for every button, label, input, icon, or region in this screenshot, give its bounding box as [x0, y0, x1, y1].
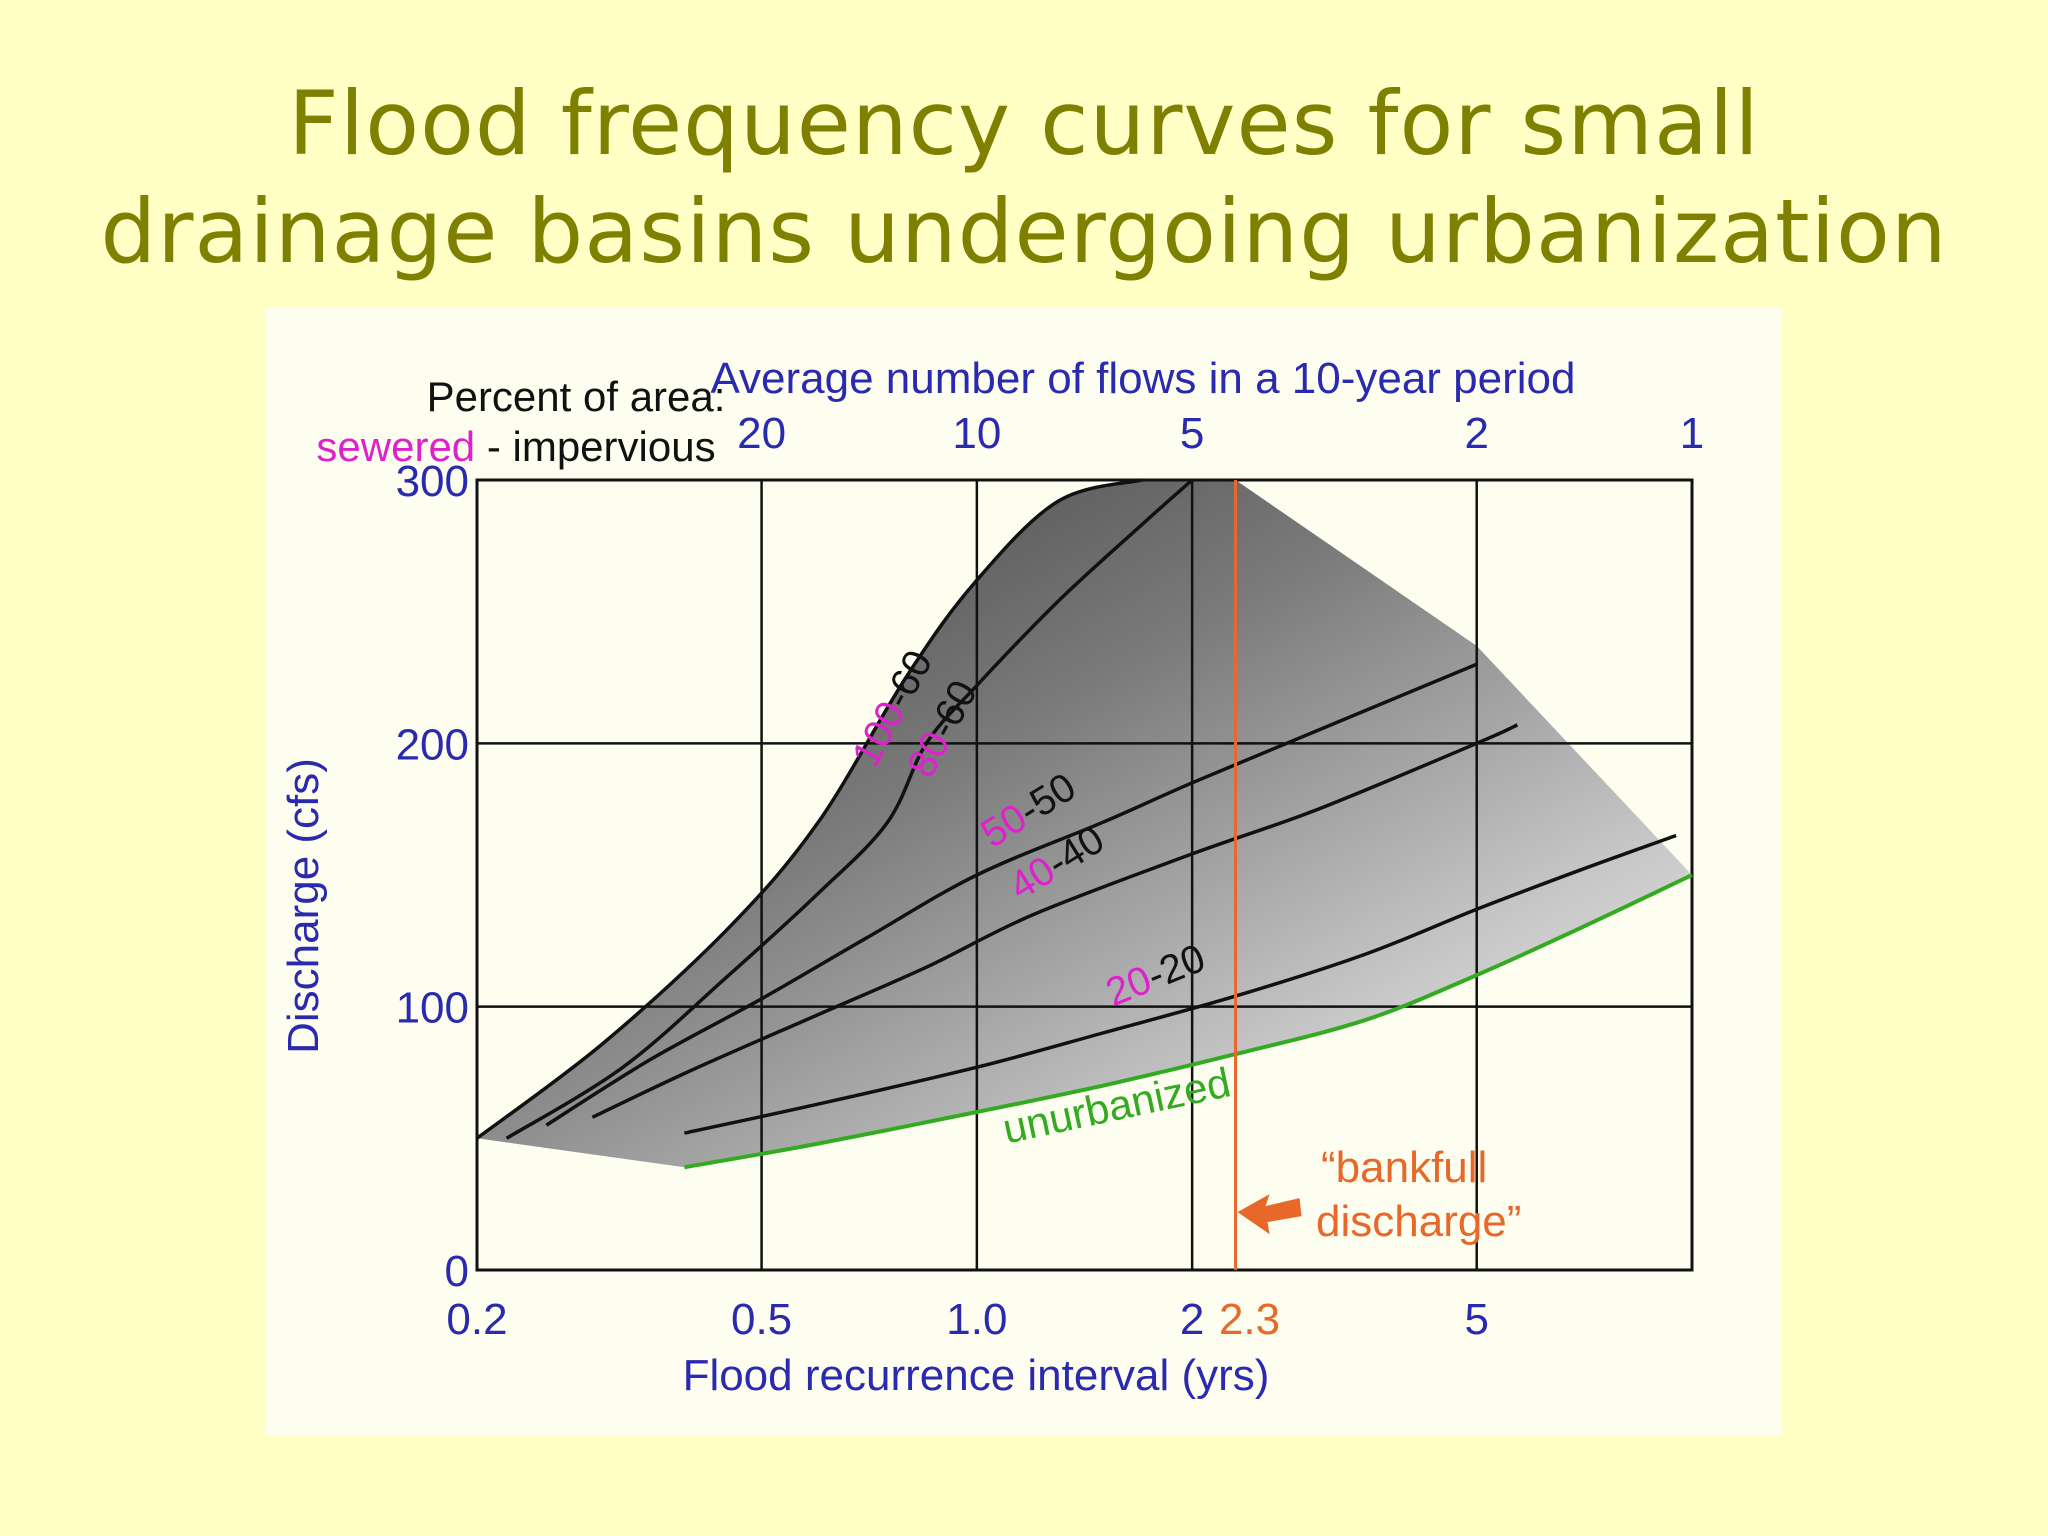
bankfull-label-line-1: “bankfull	[1321, 1143, 1487, 1192]
legend-sewered: sewered	[316, 423, 475, 470]
y-tick-label-200: 200	[396, 720, 469, 769]
top-tick-label-10: 10	[952, 409, 1001, 458]
x-axis-label: Flood recurrence interval (yrs)	[683, 1351, 1270, 1400]
x-tick-label-5: 5	[1464, 1295, 1488, 1344]
series-line-100-60	[475, 478, 1143, 1140]
slide-title-line-1: Flood frequency curves for small	[288, 72, 1760, 175]
series-line-80-60	[505, 478, 1194, 1140]
legend-impervious: impervious	[513, 423, 716, 470]
top-tick-label-20: 20	[737, 409, 786, 458]
top-tick-label-1: 1	[1680, 409, 1704, 458]
top-tick-label-2: 2	[1464, 409, 1488, 458]
x-tick-label-0.5: 0.5	[731, 1295, 792, 1344]
series-line-50-50	[545, 662, 1478, 1127]
series-line-unurbanized	[684, 873, 1693, 1170]
top-axis-label: Average number of flows in a 10-year per…	[710, 354, 1575, 403]
urbanization-envelope	[477, 480, 1692, 1168]
y-tick-label-100: 100	[396, 984, 469, 1033]
series-line-20-20	[684, 833, 1677, 1135]
x-tick-label-2: 2	[1180, 1295, 1204, 1344]
y-tick-label-300: 300	[396, 457, 469, 506]
top-tick-label-5: 5	[1180, 409, 1204, 458]
slide-title-line-2: drainage basins undergoing urbanization	[100, 180, 1948, 283]
x-tick-label-0.2: 0.2	[446, 1295, 507, 1344]
legend-subtitle: sewered - impervious	[316, 423, 715, 470]
legend-separator: -	[475, 423, 512, 470]
x-tick-label-bankfull: 2.3	[1219, 1295, 1280, 1344]
y-axis-label: Discharge (cfs)	[279, 758, 328, 1054]
y-tick-label-0: 0	[445, 1247, 469, 1296]
series-line-40-40	[591, 723, 1519, 1119]
slide-title: Flood frequency curves for small drainag…	[0, 70, 2048, 286]
legend-title: Percent of area:	[427, 373, 726, 420]
x-tick-label-1.0: 1.0	[946, 1295, 1007, 1344]
bankfull-label-line-2: discharge”	[1316, 1197, 1521, 1246]
bankfull-arrow	[1237, 1194, 1302, 1235]
